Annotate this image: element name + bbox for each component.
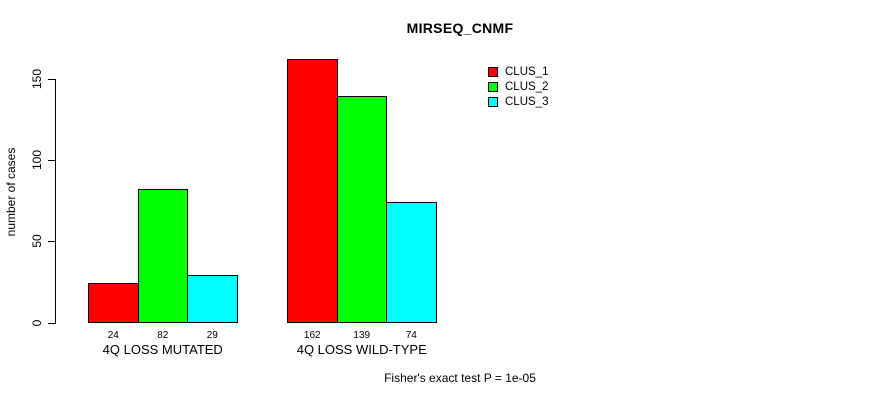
bar-clus_1-4q-loss-wild-type bbox=[287, 58, 338, 324]
y-tick-mark bbox=[48, 322, 55, 324]
y-tick-mark bbox=[48, 78, 55, 80]
category-label: 4Q LOSS WILD-TYPE bbox=[296, 342, 427, 357]
bar-value-label: 29 bbox=[206, 330, 218, 341]
y-tick-mark bbox=[48, 159, 55, 161]
legend-swatch-clus_3 bbox=[488, 96, 498, 107]
y-tick-mark bbox=[48, 241, 55, 243]
bar-clus_2-4q-loss-mutated bbox=[137, 189, 188, 324]
legend: CLUS_1 CLUS_2 CLUS_3 bbox=[488, 64, 548, 109]
y-tick-label: 50 bbox=[30, 234, 44, 248]
y-axis-line bbox=[55, 78, 56, 324]
bar-value-label: 139 bbox=[353, 330, 371, 341]
bar-value-label: 74 bbox=[405, 330, 417, 341]
fisher-test-annotation: Fisher's exact test P = 1e-05 bbox=[384, 371, 536, 385]
y-tick-label: 0 bbox=[30, 319, 44, 326]
chart-title: MIRSEQ_CNMF bbox=[406, 20, 514, 36]
legend-item-clus_2: CLUS_2 bbox=[488, 79, 548, 94]
y-tick-label: 100 bbox=[30, 149, 44, 170]
category-label: 4Q LOSS MUTATED bbox=[102, 342, 223, 357]
legend-swatch-clus_2 bbox=[488, 81, 498, 92]
y-tick-label: 150 bbox=[30, 68, 44, 89]
legend-label: CLUS_2 bbox=[505, 80, 549, 93]
legend-label: CLUS_3 bbox=[505, 95, 549, 108]
bar-value-label: 82 bbox=[157, 330, 169, 341]
bar-clus_3-4q-loss-wild-type bbox=[386, 202, 437, 324]
bar-value-label: 24 bbox=[107, 330, 119, 341]
bar-clus_2-4q-loss-wild-type bbox=[336, 96, 387, 324]
legend-swatch-clus_1 bbox=[488, 66, 498, 77]
bar-value-label: 162 bbox=[303, 330, 321, 341]
legend-label: CLUS_1 bbox=[505, 65, 549, 78]
bar-clus_1-4q-loss-mutated bbox=[88, 283, 139, 324]
legend-item-clus_1: CLUS_1 bbox=[488, 64, 548, 79]
legend-item-clus_3: CLUS_3 bbox=[488, 94, 548, 109]
bar-clus_3-4q-loss-mutated bbox=[187, 275, 238, 324]
